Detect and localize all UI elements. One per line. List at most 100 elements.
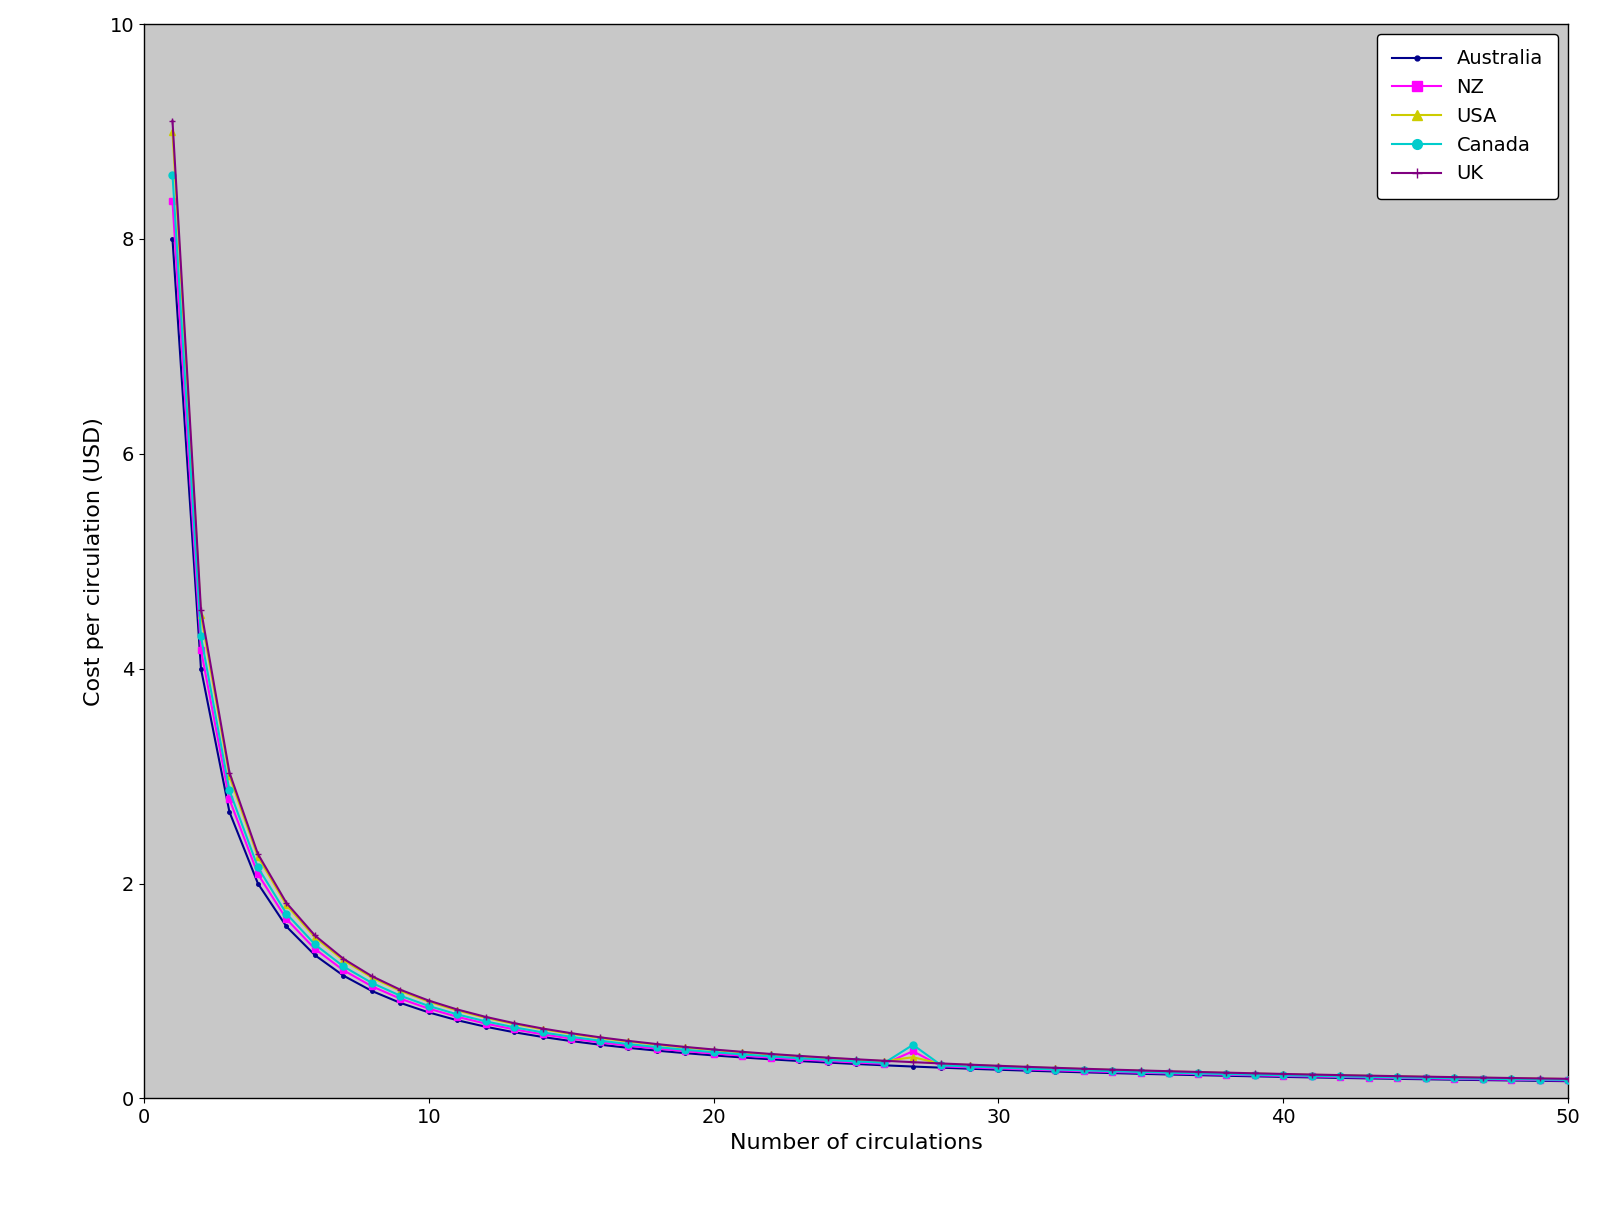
Canada — [390, 989, 410, 1003]
Canada — [875, 1056, 894, 1071]
UK — [248, 847, 267, 862]
NZ — [306, 941, 325, 956]
UK — [1189, 1065, 1208, 1079]
Australia — [1530, 1073, 1549, 1088]
Canada — [1331, 1069, 1350, 1084]
Australia — [1245, 1069, 1264, 1084]
USA — [646, 1038, 666, 1053]
USA — [504, 1016, 523, 1031]
Australia — [192, 661, 211, 676]
USA — [1102, 1062, 1122, 1077]
NZ — [362, 979, 381, 993]
Canada — [1102, 1063, 1122, 1078]
NZ — [1131, 1066, 1150, 1080]
USA — [163, 124, 182, 139]
UK — [931, 1056, 950, 1071]
USA — [1445, 1071, 1464, 1085]
NZ — [533, 1027, 552, 1042]
Canada — [704, 1045, 723, 1060]
UK — [1245, 1066, 1264, 1080]
Australia — [675, 1046, 694, 1061]
UK — [1445, 1069, 1464, 1084]
Australia — [733, 1050, 752, 1065]
USA — [448, 1003, 467, 1018]
NZ — [1416, 1071, 1435, 1085]
Australia — [362, 984, 381, 998]
Australia — [1387, 1072, 1406, 1086]
Canada — [1046, 1062, 1066, 1077]
UK — [306, 928, 325, 943]
UK — [1358, 1068, 1378, 1083]
Canada — [733, 1048, 752, 1062]
Australia — [1131, 1067, 1150, 1081]
NZ — [590, 1036, 610, 1050]
UK — [960, 1057, 979, 1072]
USA — [1018, 1060, 1037, 1074]
UK — [390, 982, 410, 997]
UK — [904, 1055, 923, 1069]
USA — [904, 1050, 923, 1065]
Canada — [1018, 1061, 1037, 1075]
Canada — [1501, 1072, 1520, 1086]
NZ — [1445, 1072, 1464, 1086]
Australia — [1046, 1065, 1066, 1079]
Australia — [590, 1038, 610, 1053]
Australia — [818, 1055, 837, 1069]
Australia — [306, 947, 325, 962]
NZ — [1160, 1066, 1179, 1080]
Canada — [619, 1037, 638, 1051]
NZ — [960, 1060, 979, 1074]
NZ — [1046, 1063, 1066, 1078]
UK — [1160, 1065, 1179, 1079]
UK — [334, 951, 354, 966]
NZ — [733, 1049, 752, 1063]
NZ — [1216, 1067, 1235, 1081]
Canada — [562, 1030, 581, 1044]
Canada — [1358, 1069, 1378, 1084]
Legend: Australia, NZ, USA, Canada, UK: Australia, NZ, USA, Canada, UK — [1376, 34, 1558, 199]
USA — [875, 1054, 894, 1068]
NZ — [818, 1054, 837, 1068]
USA — [477, 1010, 496, 1025]
Australia — [248, 876, 267, 891]
USA — [306, 929, 325, 944]
Australia — [931, 1061, 950, 1075]
USA — [1331, 1068, 1350, 1083]
UK — [1331, 1068, 1350, 1083]
USA — [989, 1059, 1008, 1073]
UK — [1501, 1071, 1520, 1085]
USA — [704, 1043, 723, 1057]
Australia — [1331, 1071, 1350, 1085]
UK — [1387, 1069, 1406, 1084]
Australia — [562, 1034, 581, 1049]
Australia — [390, 996, 410, 1010]
Australia — [163, 232, 182, 246]
Canada — [219, 783, 238, 798]
UK — [1474, 1071, 1493, 1085]
USA — [1245, 1066, 1264, 1080]
NZ — [619, 1038, 638, 1053]
Australia — [875, 1059, 894, 1073]
UK — [846, 1053, 866, 1067]
Australia — [1501, 1073, 1520, 1088]
USA — [533, 1022, 552, 1037]
NZ — [334, 963, 354, 978]
Australia — [448, 1013, 467, 1027]
NZ — [1074, 1063, 1093, 1078]
UK — [277, 896, 296, 910]
UK — [646, 1037, 666, 1051]
UK — [875, 1054, 894, 1068]
UK — [1274, 1067, 1293, 1081]
USA — [562, 1027, 581, 1042]
Canada — [1245, 1067, 1264, 1081]
Australia — [219, 805, 238, 820]
NZ — [1302, 1069, 1322, 1084]
Australia — [646, 1043, 666, 1057]
USA — [277, 898, 296, 912]
UK — [590, 1030, 610, 1044]
USA — [619, 1034, 638, 1049]
Australia — [1558, 1074, 1578, 1089]
UK — [1018, 1060, 1037, 1074]
NZ — [1018, 1062, 1037, 1077]
Canada — [960, 1060, 979, 1074]
